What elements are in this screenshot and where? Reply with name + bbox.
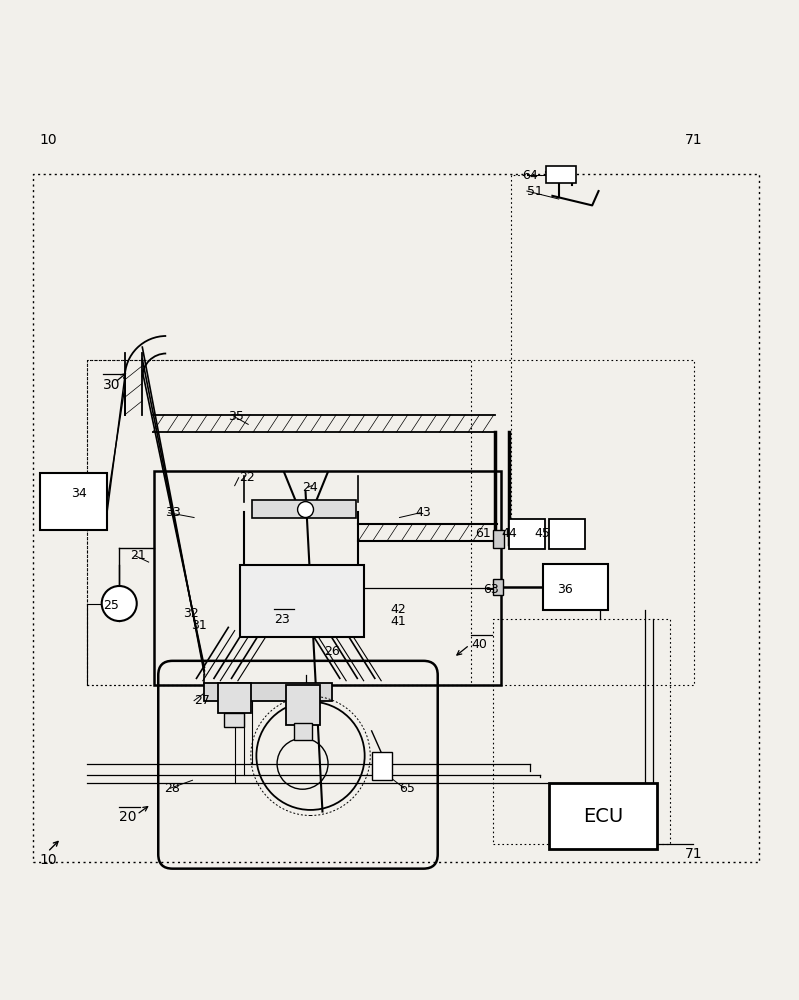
Circle shape	[101, 586, 137, 621]
Polygon shape	[240, 565, 364, 637]
Text: 10: 10	[40, 853, 58, 867]
Polygon shape	[543, 564, 608, 610]
Polygon shape	[294, 723, 312, 740]
Text: 65: 65	[400, 782, 415, 795]
Polygon shape	[549, 783, 657, 849]
Text: 10: 10	[40, 133, 58, 147]
Circle shape	[297, 502, 313, 518]
Polygon shape	[546, 166, 576, 183]
Text: 71: 71	[685, 133, 702, 147]
Polygon shape	[225, 713, 244, 727]
Polygon shape	[252, 500, 356, 518]
Text: 30: 30	[103, 378, 121, 392]
Polygon shape	[218, 683, 252, 713]
Text: 44: 44	[502, 527, 517, 540]
Text: 22: 22	[239, 471, 254, 484]
Text: 24: 24	[302, 481, 318, 494]
Text: 63: 63	[483, 583, 499, 596]
Text: 34: 34	[71, 487, 87, 500]
Text: 26: 26	[324, 645, 340, 658]
Text: 23: 23	[274, 613, 289, 626]
Text: 42: 42	[390, 603, 406, 616]
Text: 21: 21	[130, 549, 146, 562]
Text: 28: 28	[165, 782, 181, 795]
Text: 32: 32	[183, 607, 199, 620]
Text: 31: 31	[191, 619, 207, 632]
Polygon shape	[40, 473, 107, 530]
Text: 61: 61	[475, 527, 491, 540]
Text: 64: 64	[522, 169, 538, 182]
Text: 51: 51	[527, 185, 543, 198]
Text: 45: 45	[535, 527, 551, 540]
Polygon shape	[286, 685, 320, 725]
Text: 27: 27	[194, 694, 210, 707]
Polygon shape	[510, 519, 545, 549]
Text: 40: 40	[471, 638, 487, 651]
Polygon shape	[494, 530, 504, 548]
Text: 33: 33	[165, 506, 181, 519]
Text: 25: 25	[103, 599, 119, 612]
Polygon shape	[205, 683, 332, 701]
Polygon shape	[549, 519, 585, 549]
Polygon shape	[493, 579, 503, 595]
Text: 43: 43	[415, 506, 431, 519]
Text: 71: 71	[685, 847, 702, 861]
Text: 41: 41	[390, 615, 406, 628]
Polygon shape	[372, 752, 392, 780]
Text: ECU: ECU	[582, 807, 623, 826]
Text: 35: 35	[229, 410, 244, 423]
Text: 20: 20	[119, 810, 137, 824]
Text: 36: 36	[557, 583, 573, 596]
